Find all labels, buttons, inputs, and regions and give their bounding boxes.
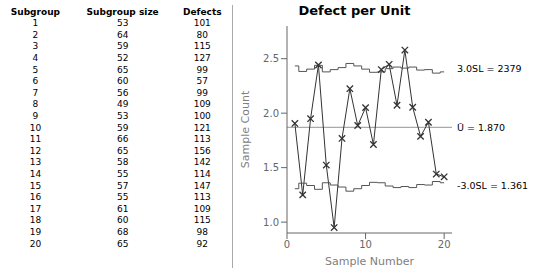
svg-text:-3.0SL = 1.361: -3.0SL = 1.361 [457, 180, 527, 191]
svg-text:2.5: 2.5 [263, 53, 279, 64]
svg-text:Ū = 1.870: Ū = 1.870 [457, 122, 505, 133]
html-text:65: 65 [116, 145, 129, 156]
html-text:4: 4 [32, 53, 39, 64]
html-text:15: 15 [29, 180, 42, 191]
html-text:55: 55 [116, 169, 129, 179]
html-text:18: 18 [29, 215, 42, 226]
html-text:57: 57 [196, 76, 208, 87]
html-text:59: 59 [116, 122, 129, 133]
svg-text:Sample Count: Sample Count [239, 90, 252, 168]
svg-text:1.5: 1.5 [263, 162, 279, 173]
html-text:101: 101 [193, 18, 211, 29]
html-text:52: 52 [116, 53, 129, 64]
svg-text:2.0: 2.0 [263, 108, 279, 119]
svg-text:Sample Number: Sample Number [325, 255, 414, 268]
html-text:56: 56 [116, 87, 129, 98]
html-text:55: 55 [116, 192, 129, 203]
svg-text:10: 10 [359, 239, 372, 250]
html-text:7: 7 [32, 87, 39, 98]
svg-text:1.0: 1.0 [263, 217, 279, 228]
html-text:114: 114 [193, 169, 211, 179]
html-text:5: 5 [32, 64, 39, 75]
html-text:49: 49 [116, 99, 129, 110]
html-text:53: 53 [116, 111, 129, 121]
html-text:60: 60 [116, 215, 129, 226]
html-text:64: 64 [116, 29, 129, 40]
html-text:9: 9 [32, 111, 39, 121]
html-text:53: 53 [116, 18, 129, 29]
html-text:99: 99 [196, 87, 208, 98]
html-text:156: 156 [193, 145, 211, 156]
html-text:109: 109 [193, 203, 211, 214]
svg-text:3.0SL = 2379: 3.0SL = 2379 [457, 63, 522, 74]
html-text:Subgroup: Subgroup [10, 6, 60, 17]
html-text:68: 68 [116, 227, 129, 237]
html-text:57: 57 [116, 180, 129, 191]
html-text:147: 147 [193, 180, 211, 191]
html-text:12: 12 [29, 145, 42, 156]
html-text:14: 14 [29, 169, 42, 179]
html-text:100: 100 [193, 111, 211, 121]
html-text:19: 19 [29, 227, 42, 237]
html-text:61: 61 [116, 203, 129, 214]
html-text:66: 66 [116, 134, 129, 145]
html-text:99: 99 [196, 64, 208, 75]
html-text:13: 13 [29, 157, 42, 168]
html-text:65: 65 [116, 238, 129, 249]
html-text:20: 20 [29, 238, 42, 249]
html-text:127: 127 [193, 53, 211, 64]
html-text:16: 16 [29, 192, 42, 203]
html-text:142: 142 [193, 157, 211, 168]
html-text:1: 1 [32, 18, 39, 29]
html-text:Subgroup size: Subgroup size [86, 6, 159, 17]
html-text:Defects: Defects [183, 6, 222, 17]
html-text:3: 3 [32, 41, 39, 52]
html-text:58: 58 [116, 157, 129, 168]
html-text:98: 98 [196, 227, 208, 237]
html-text:8: 8 [32, 99, 39, 110]
html-text:10: 10 [29, 122, 42, 133]
html-text:109: 109 [193, 99, 211, 110]
html-text:59: 59 [116, 41, 129, 52]
html-text:65: 65 [116, 64, 129, 75]
html-text:2: 2 [32, 29, 39, 40]
html-text:92: 92 [196, 238, 208, 249]
html-text:115: 115 [193, 41, 211, 52]
html-text:80: 80 [196, 29, 208, 40]
html-text:Defect per Unit: Defect per Unit [298, 3, 411, 18]
html-text:121: 121 [193, 122, 211, 133]
html-text:113: 113 [193, 192, 211, 203]
html-text:60: 60 [116, 76, 129, 87]
html-text:17: 17 [29, 203, 42, 214]
html-text:113: 113 [193, 134, 211, 145]
html-text:6: 6 [32, 76, 39, 87]
svg-text:20: 20 [438, 239, 451, 250]
html-text:11: 11 [29, 134, 42, 145]
html-text:115: 115 [193, 215, 211, 226]
svg-text:0: 0 [284, 239, 290, 250]
